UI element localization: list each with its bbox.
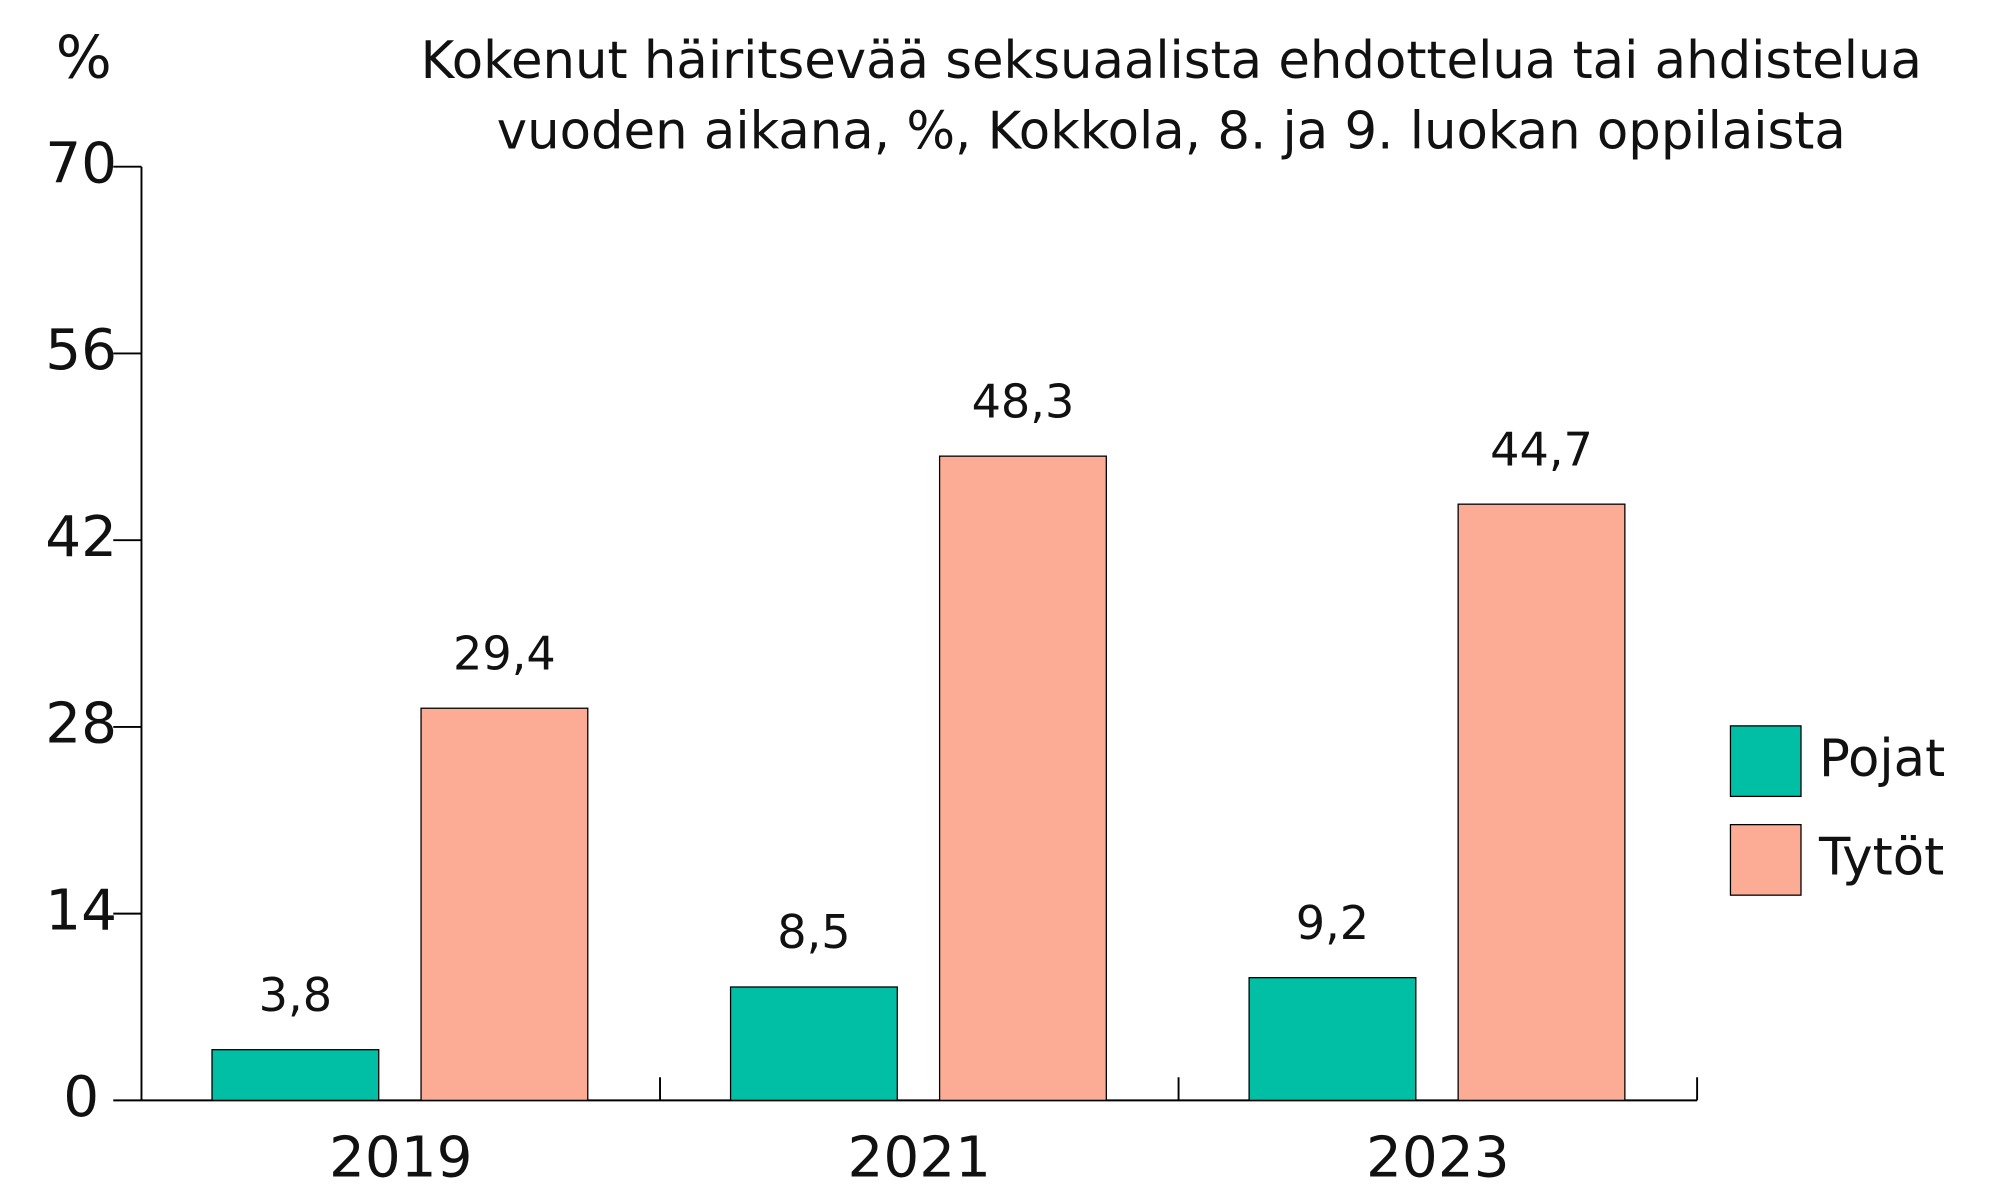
chart-title: Kokenut häiritsevää seksuaalista ehdotte…	[421, 31, 1922, 91]
x-tick-label: 2021	[848, 1125, 992, 1185]
data-label: 44,7	[1490, 422, 1593, 476]
x-tick-label: 2023	[1366, 1125, 1510, 1185]
legend-swatch	[1729, 823, 1802, 896]
legend-label: Tytöt	[1818, 828, 1944, 888]
bar	[1248, 977, 1417, 1101]
y-tick-label: 56	[45, 318, 117, 383]
data-label: 48,3	[972, 374, 1075, 428]
y-axis-label: %	[56, 23, 112, 92]
bar	[211, 1049, 380, 1101]
data-label: 3,8	[259, 968, 332, 1022]
data-label: 9,2	[1296, 896, 1369, 950]
legend-swatch	[1729, 725, 1802, 798]
data-label: 29,4	[453, 626, 556, 680]
y-tick-label: 28	[45, 692, 117, 757]
bar	[420, 707, 589, 1101]
chart-title: vuoden aikana, %, Kokkola, 8. ja 9. luok…	[497, 102, 1846, 162]
y-tick-label: 42	[45, 505, 117, 570]
y-tick-label: 70	[45, 131, 117, 196]
bar	[938, 455, 1107, 1101]
bar	[1457, 503, 1626, 1101]
y-tick-label: 0	[63, 1065, 99, 1130]
y-tick-label: 14	[45, 878, 117, 943]
x-tick-label: 2019	[329, 1125, 473, 1185]
legend-label: Pojat	[1819, 729, 1945, 789]
bar	[729, 986, 898, 1101]
data-label: 8,5	[777, 905, 850, 959]
